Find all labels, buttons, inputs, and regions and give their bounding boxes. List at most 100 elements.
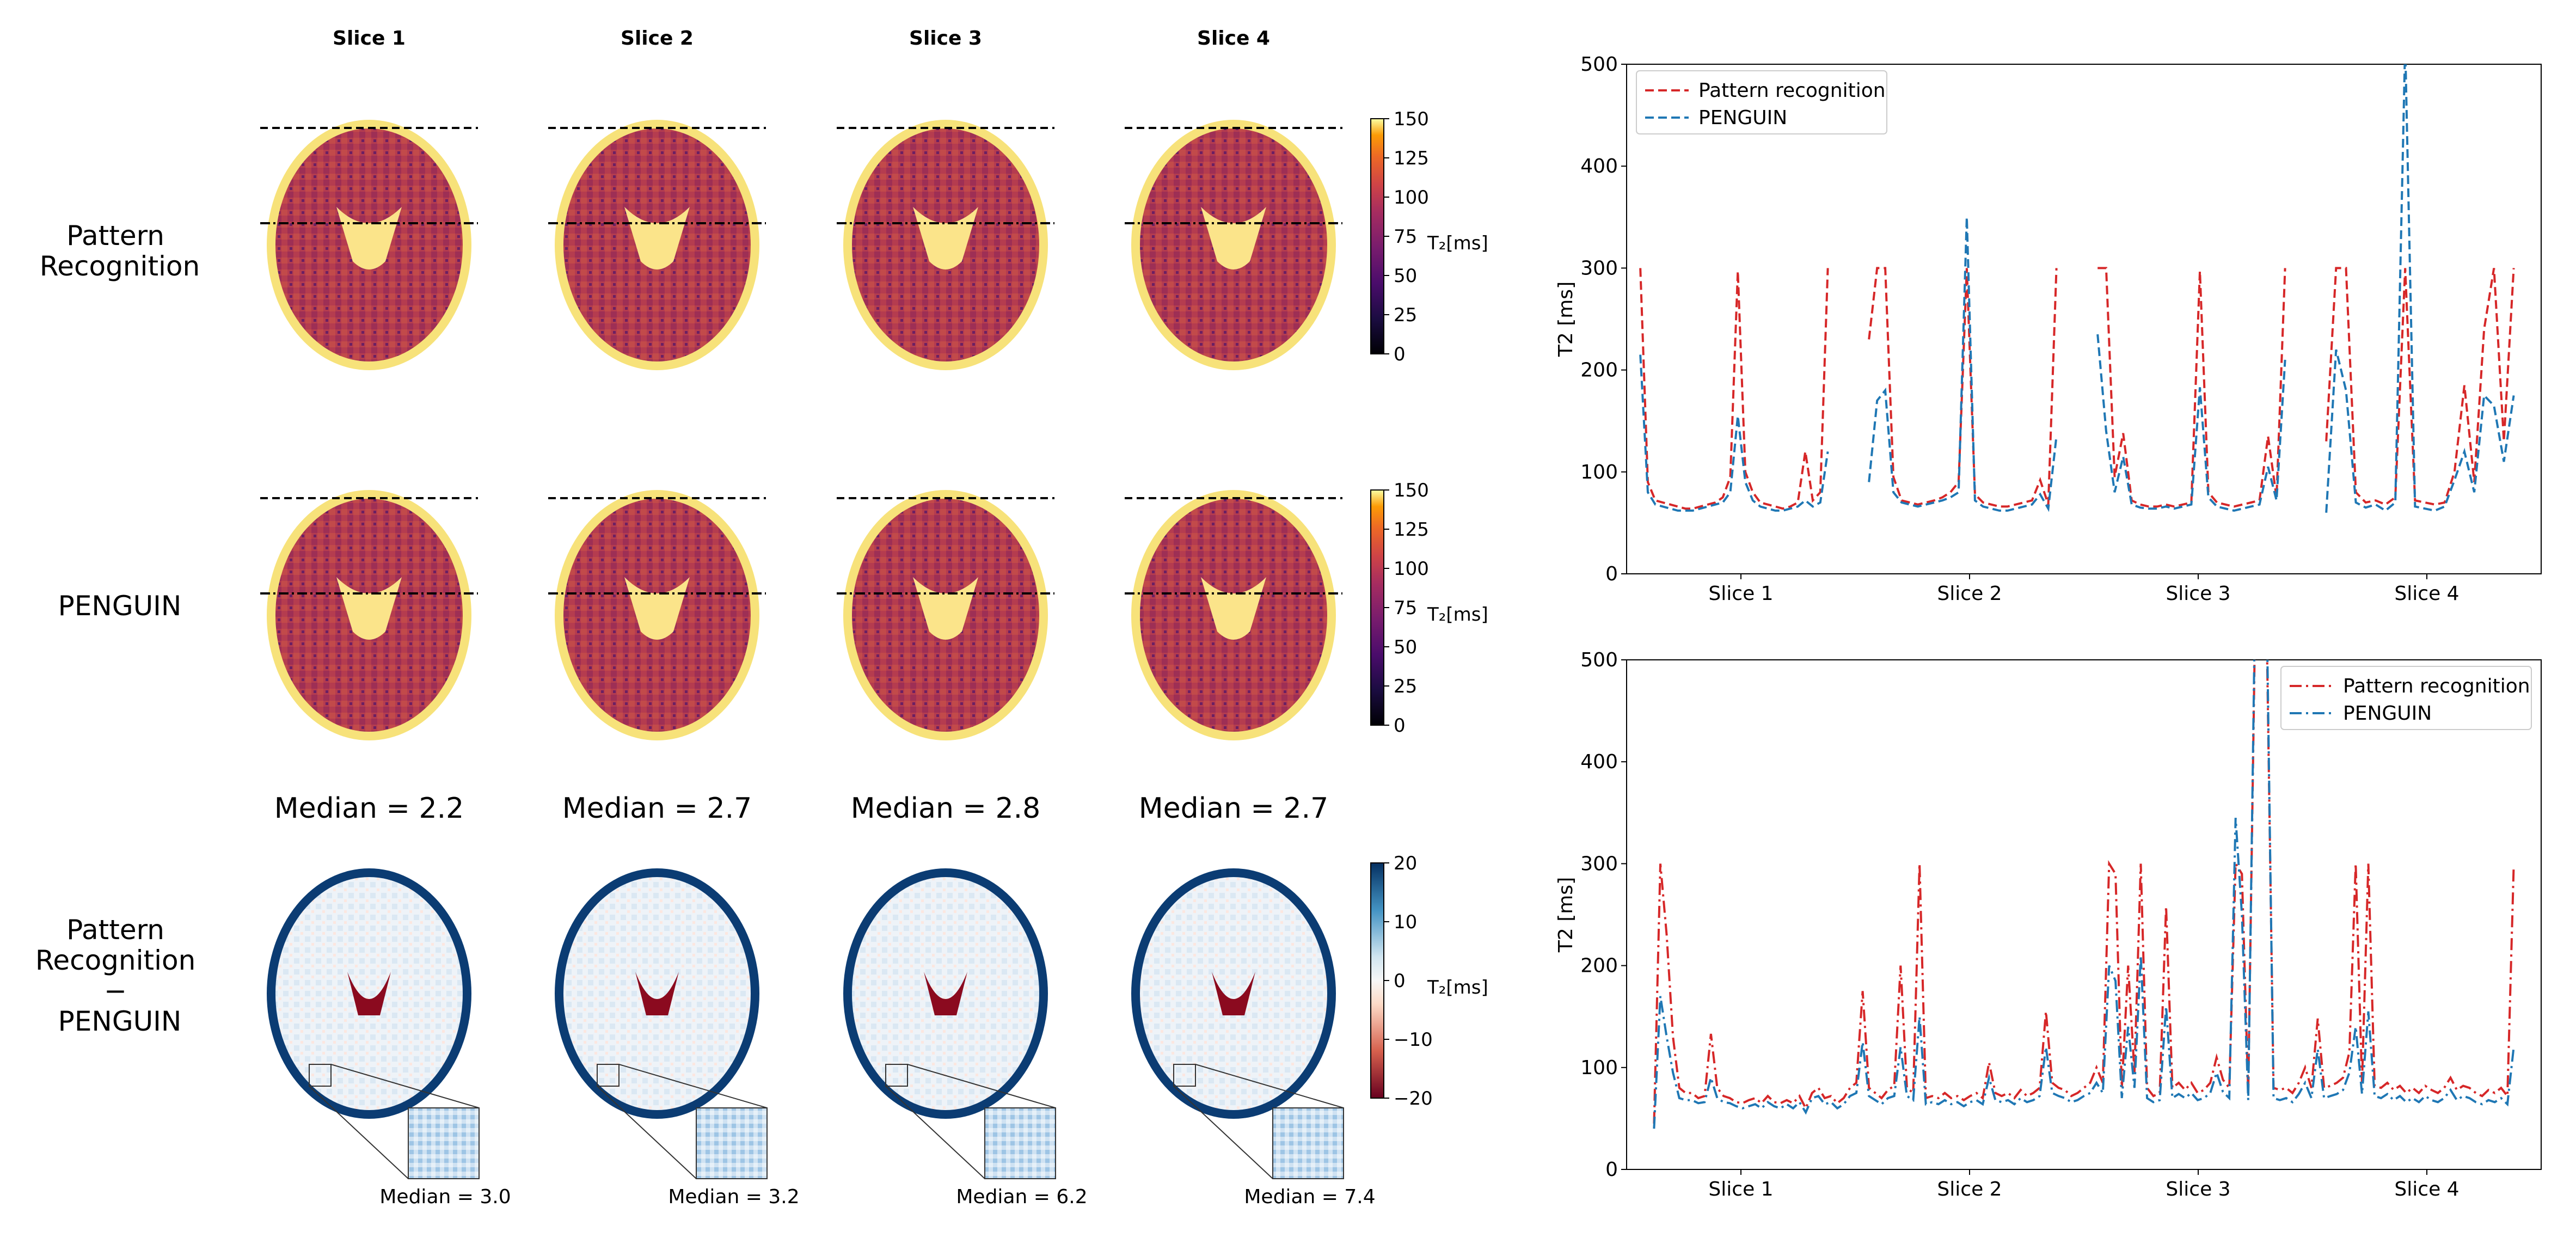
- row-label-line: Recognition: [40, 250, 200, 282]
- x-tick-label: Slice 2: [1937, 583, 2002, 605]
- row-label-line: PENGUIN: [58, 1006, 182, 1037]
- zoom-connector: [618, 1064, 768, 1108]
- brain-panel: [1125, 120, 1342, 370]
- y-tick-label: 300: [1580, 853, 1618, 875]
- row-labels: Pattern Recognition PENGUIN Pattern Reco…: [35, 220, 204, 1037]
- zoom-source-box: [597, 1064, 620, 1087]
- colorbar-tick-label: 25: [1394, 304, 1417, 326]
- line-profile-chart-top: 0 100 200 300 400 500 T2 [ms] Slice 1 Slice 2 Sli…: [1555, 53, 2542, 605]
- brain-panel: [843, 868, 1056, 1179]
- zoom-inset: [984, 1107, 1056, 1179]
- x-tick-label: Slice 1: [1708, 1178, 1773, 1200]
- brain-panel: [555, 868, 768, 1179]
- brain-map-panels: [260, 120, 1344, 1179]
- zoom-connector: [309, 1086, 409, 1179]
- median-title-slice-2: Median = 2.7: [562, 792, 752, 825]
- column-title-slice-2: Slice 2: [621, 27, 694, 50]
- y-tick-label: 400: [1580, 155, 1618, 177]
- row-label-line: Pattern: [66, 914, 164, 946]
- series-line: [2096, 334, 2286, 512]
- brain-tissue: [852, 877, 1039, 1110]
- x-tick-label: Slice 2: [1937, 1178, 2002, 1200]
- colorbar-tick-label: 50: [1394, 265, 1417, 287]
- legend-box: [1636, 70, 1887, 134]
- zoom-inset: [696, 1107, 768, 1179]
- column-title-slice-1: Slice 1: [333, 27, 406, 50]
- colorbar-tick-label: 75: [1394, 226, 1417, 248]
- y-axis-label: T2 [ms]: [1555, 281, 1577, 357]
- plot-frame: [1626, 659, 2542, 1170]
- colorbar-tick-label: 50: [1394, 636, 1417, 658]
- colorbar-gradient: [1370, 118, 1384, 354]
- y-tick-label: 400: [1580, 751, 1618, 773]
- zoom-median-slice-2: Median = 3.2: [668, 1186, 799, 1208]
- colorbar-tick-label: 100: [1394, 187, 1429, 209]
- row-label-line: Recognition: [35, 945, 195, 976]
- zoom-inset: [408, 1107, 480, 1179]
- zoom-median-slice-1: Median = 3.0: [379, 1186, 511, 1208]
- colorbar-tick-label: 0: [1394, 344, 1406, 365]
- series-line: [1653, 660, 2515, 1129]
- colorbar-tick-label: −10: [1394, 1029, 1433, 1051]
- series-line: [1653, 660, 2515, 1124]
- series-line: [2325, 64, 2515, 513]
- median-title-slice-4: Median = 2.7: [1139, 792, 1328, 825]
- series-line: [1868, 267, 2058, 508]
- colorbar-label: T₂[ms]: [1427, 604, 1488, 626]
- line-profile-chart-bottom: 0 100 200 300 400 500 T2 [ms] Slice 1 Slice 2 Sli…: [1555, 649, 2542, 1200]
- median-title-slice-1: Median = 2.2: [274, 792, 464, 825]
- brain-tissue: [1140, 877, 1327, 1110]
- colorbar-gradient: [1370, 489, 1384, 726]
- row-label-difference: Pattern Recognition − PENGUIN: [35, 914, 204, 1037]
- legend-label: Pattern recognition: [1698, 79, 1886, 102]
- series-line: [2325, 267, 2515, 506]
- zoom-median-slice-4: Median = 7.4: [1244, 1186, 1375, 1208]
- t2-colorbar-pattern-recognition: T₂[ms] 150 125 100 75 50 25 0: [1370, 108, 1488, 365]
- row-label-pattern-recognition: Pattern Recognition: [40, 220, 200, 282]
- colorbar-tick-label: 125: [1394, 148, 1429, 169]
- y-tick-label: 500: [1580, 649, 1618, 671]
- column-title-slice-3: Slice 3: [909, 27, 982, 50]
- row-label-penguin: PENGUIN: [58, 590, 182, 622]
- zoom-source-box: [1173, 1064, 1196, 1087]
- diff-colorbar: T₂[ms] 20 10 0 −10 −20: [1370, 853, 1488, 1110]
- y-tick-label: 500: [1580, 53, 1618, 76]
- colorbar-tick-label: 0: [1394, 715, 1406, 737]
- y-tick-label: 200: [1580, 359, 1618, 382]
- x-tick-label: Slice 3: [2166, 583, 2230, 605]
- brain-panel: [1125, 490, 1342, 740]
- plot-frame: [1626, 64, 2542, 574]
- series-pattern-recognition: [1639, 267, 2515, 510]
- brain-tissue: [563, 877, 751, 1110]
- brain-panel: [837, 120, 1054, 370]
- zoom-inset: [1272, 1107, 1344, 1179]
- column-title-slice-4: Slice 4: [1197, 27, 1270, 50]
- row-label-line: PENGUIN: [58, 590, 182, 622]
- brain-panel: [837, 490, 1054, 740]
- series-line: [1639, 268, 1829, 510]
- x-tick-label: Slice 1: [1708, 583, 1773, 605]
- row-label-line: −: [104, 975, 127, 1007]
- y-tick-label: 300: [1580, 257, 1618, 279]
- zoom-source-box: [885, 1064, 908, 1087]
- colorbar-tick-label: 10: [1394, 911, 1417, 933]
- zoom-median-slice-3: Median = 6.2: [956, 1186, 1087, 1208]
- series-line: [2097, 267, 2286, 508]
- series-penguin: [1653, 660, 2515, 1129]
- zoom-connector: [885, 1086, 985, 1179]
- brain-panel: [548, 120, 766, 370]
- colorbar-tick-label: 20: [1394, 853, 1417, 874]
- brain-panel: [260, 120, 478, 370]
- zoom-connector: [907, 1064, 1056, 1108]
- y-tick-label: 0: [1605, 563, 1618, 585]
- zoom-connector: [1173, 1086, 1273, 1179]
- median-titles: Median = 2.2 Median = 2.7 Median = 2.8 M…: [274, 792, 1328, 825]
- brain-panel: [1131, 868, 1344, 1179]
- difference-hotspot: [635, 972, 679, 1015]
- y-tick-label: 0: [1605, 1159, 1618, 1181]
- x-tick-label: Slice 4: [2394, 583, 2459, 605]
- legend: Pattern recognition PENGUIN: [1636, 70, 1887, 134]
- colorbar-tick-label: −20: [1394, 1088, 1433, 1110]
- t2-colorbar-penguin: T₂[ms] 150 125 100 75 50 25 0: [1370, 480, 1488, 737]
